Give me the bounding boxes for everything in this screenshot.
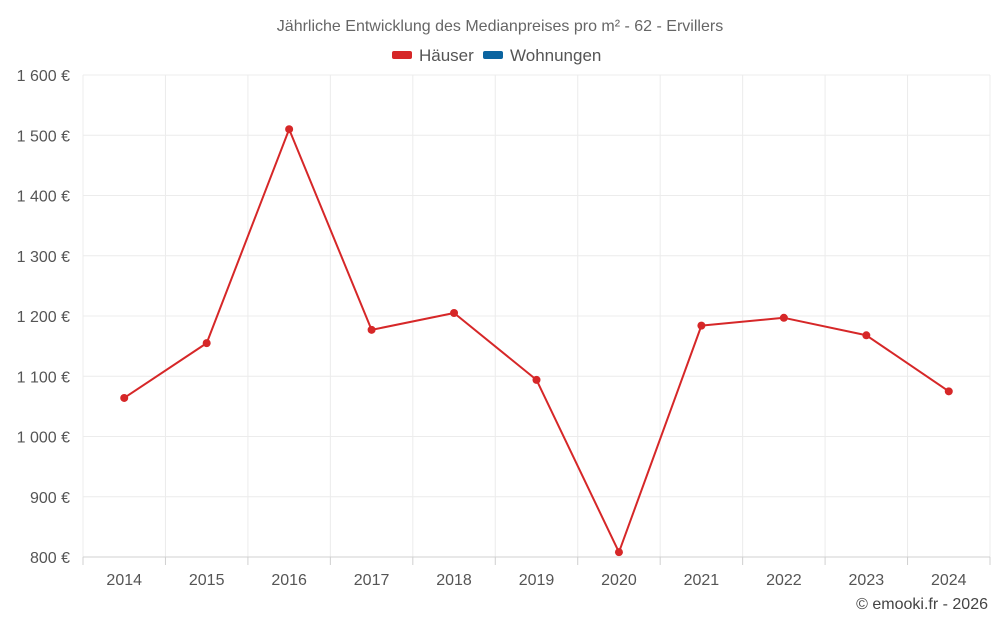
y-tick-label: 1 200 €: [17, 309, 70, 326]
x-tick-label: 2015: [189, 572, 225, 589]
x-tick-label: 2018: [436, 572, 472, 589]
data-point[interactable]: [614, 548, 623, 557]
series-haeuser: [120, 125, 953, 557]
x-tick-label: 2021: [684, 572, 720, 589]
axes: 800 € 900 € 1 000 € 1 100 € 1 200 € 1 300 € 1 …: [17, 68, 991, 589]
legend-swatch-wohnungen[interactable]: [483, 51, 503, 59]
x-tick-label: 2019: [519, 572, 555, 589]
legend: Häuser Wohnungen: [392, 46, 601, 65]
data-point[interactable]: [120, 393, 129, 402]
grid: [82, 74, 991, 557]
data-point[interactable]: [944, 387, 953, 396]
legend-label-wohnungen[interactable]: Wohnungen: [510, 46, 601, 65]
x-tick-label: 2022: [766, 572, 802, 589]
data-point[interactable]: [367, 325, 376, 334]
y-tick-label: 1 600 €: [17, 68, 70, 85]
data-point[interactable]: [532, 375, 541, 384]
y-tick-label: 1 500 €: [17, 128, 70, 145]
y-tick-label: 800 €: [30, 550, 70, 567]
x-tick-label: 2024: [931, 572, 967, 589]
data-point[interactable]: [862, 331, 871, 340]
chart-title: Jährliche Entwicklung des Medianpreises …: [277, 18, 723, 35]
x-tick-label: 2023: [849, 572, 885, 589]
y-tick-label: 1 000 €: [17, 430, 70, 447]
legend-swatch-haeuser[interactable]: [392, 51, 412, 59]
x-tick-label: 2020: [601, 572, 637, 589]
data-point[interactable]: [779, 313, 788, 322]
legend-label-haeuser[interactable]: Häuser: [419, 46, 474, 65]
data-point[interactable]: [697, 321, 706, 330]
data-point[interactable]: [285, 125, 294, 134]
x-tick-label: 2014: [106, 572, 142, 589]
x-tick-label: 2016: [271, 572, 307, 589]
x-tick-label: 2017: [354, 572, 390, 589]
data-point[interactable]: [202, 339, 211, 348]
y-tick-label: 1 100 €: [17, 369, 70, 386]
y-tick-label: 1 400 €: [17, 189, 70, 206]
credit-text: © emooki.fr - 2026: [856, 596, 988, 613]
y-tick-label: 900 €: [30, 490, 70, 507]
y-tick-label: 1 300 €: [17, 249, 70, 266]
data-point[interactable]: [450, 308, 459, 317]
